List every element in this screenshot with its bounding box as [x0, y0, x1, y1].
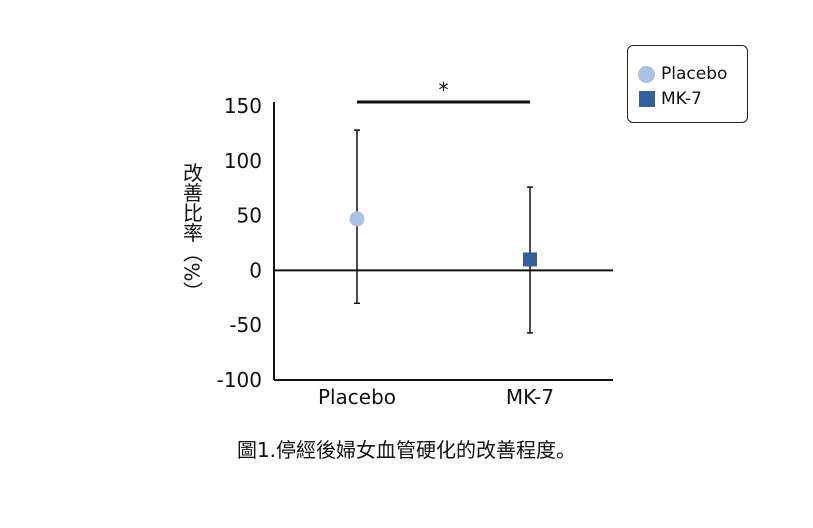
x-tick-label: MK-7	[506, 385, 554, 409]
y-tick-label: 100	[224, 149, 262, 173]
legend-swatch-placebo	[638, 65, 655, 83]
y-axis-ticks: 150 100 50 0 -50 -100	[217, 94, 262, 392]
y-axis-label: 改善比率（%）	[180, 162, 204, 301]
legend-item-mk7: MK-7	[638, 89, 702, 109]
significance-star: *	[439, 78, 449, 102]
legend-swatch-mk7	[639, 91, 655, 107]
figure-caption: 圖1.停經後婦女血管硬化的改善程度。	[236, 438, 577, 462]
y-tick-label: 150	[224, 94, 262, 118]
y-tick-label: 50	[237, 204, 262, 228]
x-axis-ticks: Placebo MK-7	[318, 385, 554, 409]
legend-label-placebo: Placebo	[661, 64, 728, 84]
data-point-mk7	[523, 252, 537, 267]
data-point-placebo	[349, 211, 365, 227]
legend: Placebo MK-7	[627, 45, 748, 123]
legend-label-mk7: MK-7	[661, 89, 702, 109]
significance-bracket: *	[357, 78, 530, 104]
y-tick-label: -50	[229, 313, 262, 337]
y-tick-label: 0	[249, 258, 262, 282]
data-marks	[349, 129, 537, 334]
x-tick-label: Placebo	[318, 385, 396, 409]
legend-item-placebo: Placebo	[638, 64, 727, 84]
y-tick-label: -100	[217, 368, 262, 392]
